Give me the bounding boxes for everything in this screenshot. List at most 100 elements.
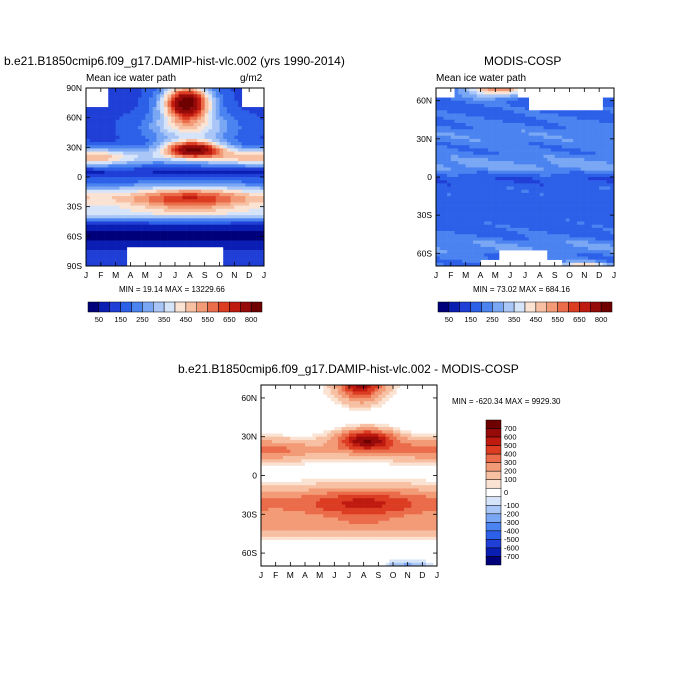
heatmap-cell <box>484 170 489 175</box>
heatmap-cell <box>569 202 574 206</box>
heatmap-cell <box>260 250 265 254</box>
heatmap-cell <box>212 129 217 133</box>
heatmap-cell <box>599 240 604 245</box>
heatmap-cell <box>461 110 466 114</box>
heatmap-cell <box>480 148 485 152</box>
heatmap-cell <box>178 234 183 238</box>
heatmap-cell <box>238 231 243 235</box>
heatmap-cell <box>554 151 559 156</box>
heatmap-cell <box>543 186 548 191</box>
heatmap-cell <box>499 237 504 241</box>
heatmap-cell <box>156 110 161 114</box>
heatmap-cell <box>100 224 105 229</box>
heatmap-cell <box>565 161 570 165</box>
heatmap-cell <box>473 138 478 143</box>
heatmap-cell <box>506 151 511 156</box>
heatmap-cell <box>189 167 194 171</box>
heatmap-cell <box>256 110 261 114</box>
heatmap-cell <box>230 151 235 156</box>
heatmap-cell <box>484 180 489 184</box>
heatmap-cell <box>100 246 105 251</box>
heatmap-cell <box>145 107 150 111</box>
heatmap-cell <box>506 224 511 229</box>
heatmap-cell <box>588 119 593 124</box>
heatmap-cell <box>119 231 124 235</box>
heatmap-cell <box>197 91 202 95</box>
heatmap-cell <box>469 243 474 248</box>
heatmap-cell <box>436 161 441 165</box>
heatmap-cell <box>532 132 537 136</box>
heatmap-cell <box>219 126 224 130</box>
heatmap-cell <box>461 215 466 219</box>
heatmap-cell <box>141 132 146 136</box>
heatmap-cell <box>487 211 492 216</box>
heatmap-cell <box>447 202 452 206</box>
heatmap-cell <box>491 91 496 95</box>
heatmap-cell <box>469 151 474 156</box>
heatmap-cell <box>86 205 91 210</box>
heatmap-cell <box>499 107 504 111</box>
heatmap-cell <box>126 132 131 136</box>
heatmap-cell <box>443 189 448 194</box>
heatmap-cell <box>499 240 504 245</box>
heatmap-cell <box>126 192 131 197</box>
heatmap-cell <box>595 177 600 181</box>
heatmap-cell <box>219 224 224 229</box>
heatmap-cell <box>499 215 504 219</box>
heatmap-cell <box>238 243 243 248</box>
heatmap-cell <box>450 107 455 111</box>
heatmap-cell <box>197 110 202 114</box>
heatmap-cell <box>241 148 246 152</box>
heatmap-cell <box>234 259 239 264</box>
heatmap-cell <box>495 253 500 257</box>
heatmap-cell <box>115 173 120 178</box>
heatmap-cell <box>126 103 131 108</box>
heatmap-cell <box>547 234 552 238</box>
heatmap-cell <box>189 205 194 210</box>
heatmap-cell <box>569 151 574 156</box>
heatmap-cell <box>260 246 265 251</box>
heatmap-cell <box>606 250 611 254</box>
heatmap-cell <box>595 250 600 254</box>
heatmap-cell <box>119 116 124 121</box>
heatmap-cell <box>465 215 470 219</box>
heatmap-cell <box>443 138 448 143</box>
heatmap-cell <box>108 148 113 152</box>
heatmap-cell <box>197 113 202 117</box>
heatmap-cell <box>558 253 563 257</box>
heatmap-cell <box>137 208 142 213</box>
heatmap-cell <box>182 135 187 140</box>
heatmap-cell <box>558 129 563 133</box>
heatmap-cell <box>219 97 224 102</box>
heatmap-cell <box>525 119 530 124</box>
heatmap-cell <box>197 88 202 92</box>
heatmap-cell <box>100 148 105 152</box>
panel1-subtitle: Mean ice water path <box>86 73 177 84</box>
heatmap-cell <box>599 161 604 165</box>
heatmap-cell <box>152 173 157 178</box>
heatmap-cell <box>454 205 459 210</box>
heatmap-cell <box>521 148 526 152</box>
heatmap-cell <box>591 218 596 222</box>
heatmap-cell <box>469 116 474 121</box>
heatmap-cell <box>152 148 157 152</box>
heatmap-cell <box>212 243 217 248</box>
heatmap-cell <box>160 208 165 213</box>
heatmap-cell <box>461 132 466 136</box>
heatmap-cell <box>123 250 128 254</box>
heatmap-cell <box>141 196 146 200</box>
heatmap-cell <box>115 119 120 124</box>
heatmap-cell <box>584 208 589 213</box>
heatmap-cell <box>580 142 585 146</box>
heatmap-cell <box>506 227 511 232</box>
heatmap-cell <box>137 183 142 187</box>
heatmap-cell <box>226 138 231 143</box>
heatmap-cell <box>487 231 492 235</box>
heatmap-cell <box>554 132 559 136</box>
heatmap-cell <box>562 237 567 241</box>
heatmap-cell <box>573 259 578 264</box>
heatmap-cell <box>126 221 131 225</box>
heatmap-cell <box>510 88 515 92</box>
heatmap-cell <box>234 177 239 181</box>
heatmap-cell <box>226 221 231 225</box>
